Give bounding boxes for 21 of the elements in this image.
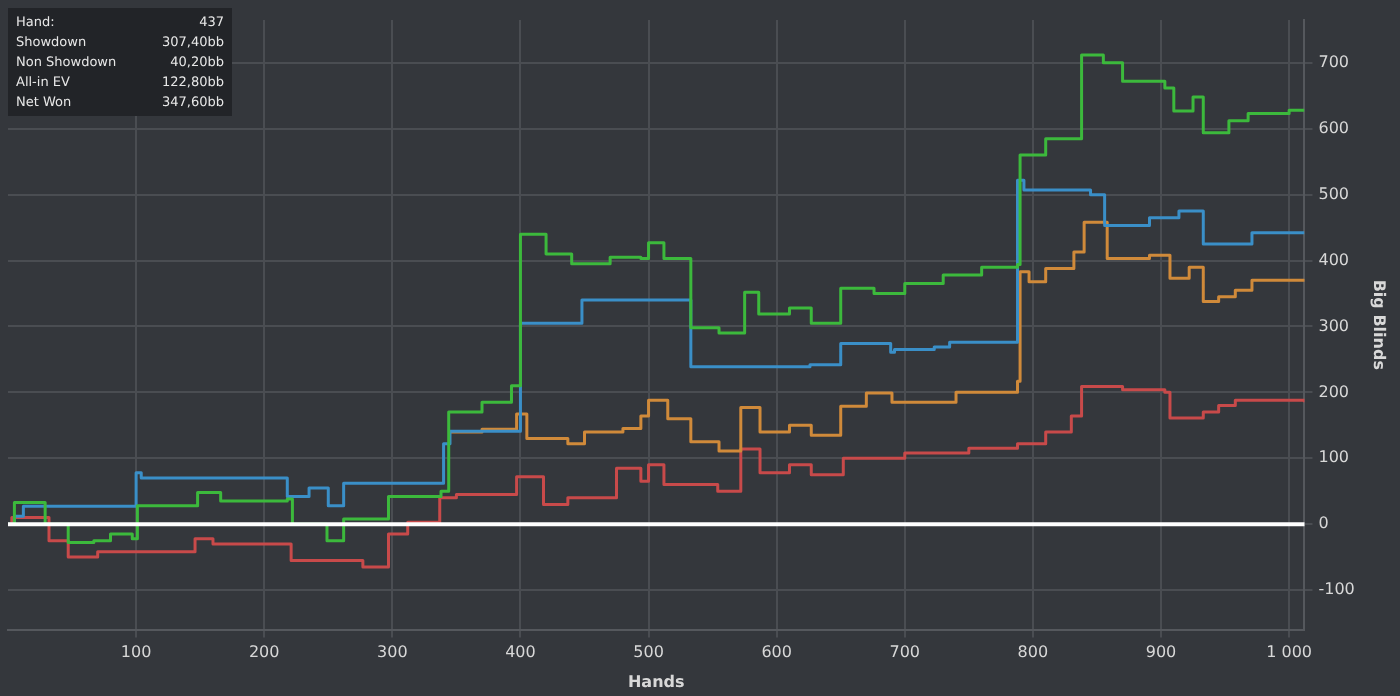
y-tick-label: 300 [1318,316,1350,335]
x-tick-label: 400 [505,643,536,662]
y-tick-label: 200 [1318,382,1350,401]
x-tick-label: 200 [248,643,280,662]
x-tick-label: 100 [120,643,152,662]
y-tick-label: 100 [1318,448,1350,467]
x-tick-label: 600 [761,643,792,662]
x-axis-title: Hands [627,672,685,691]
x-tick-label: 800 [1017,643,1049,662]
x-tick-label: 300 [377,643,408,662]
y-tick-label: 600 [1318,118,1350,137]
y-tick-label: 0 [1318,514,1329,533]
y-axis-title: Big Blinds [1370,279,1389,371]
x-tick-label: 900 [1145,643,1177,662]
y-tick-label: 700 [1318,52,1350,71]
y-tick-label: 400 [1318,250,1350,269]
y-tick-label: 500 [1318,184,1350,203]
x-tick-label: 700 [889,643,921,662]
x-tick-label: 500 [633,643,664,662]
x-tick-label: 1 000 [1266,643,1313,662]
y-tick-label: -100 [1318,580,1355,599]
